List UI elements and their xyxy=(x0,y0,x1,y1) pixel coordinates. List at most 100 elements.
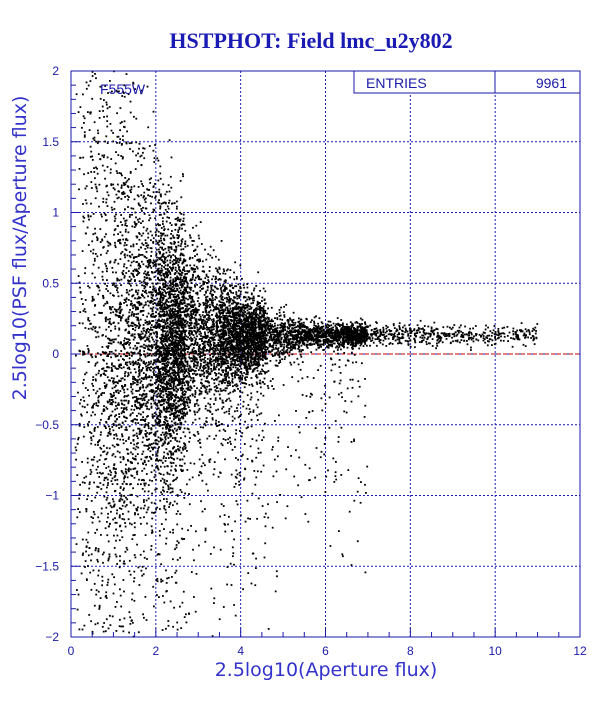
data-point xyxy=(215,366,218,368)
data-point xyxy=(150,431,153,434)
data-point xyxy=(129,616,132,619)
data-point xyxy=(110,184,113,187)
data-point xyxy=(205,483,208,486)
data-point xyxy=(116,314,119,317)
data-point xyxy=(247,296,250,298)
data-point xyxy=(238,484,241,486)
data-point xyxy=(226,322,228,324)
data-point xyxy=(168,353,170,355)
data-point xyxy=(176,330,179,333)
data-point xyxy=(290,363,293,366)
data-point xyxy=(110,350,113,353)
data-point xyxy=(125,504,128,506)
data-point xyxy=(197,361,199,364)
data-point xyxy=(156,430,159,433)
data-point xyxy=(116,172,119,174)
data-point xyxy=(153,374,155,376)
data-point xyxy=(211,256,214,259)
data-point xyxy=(208,351,211,353)
data-point xyxy=(276,501,278,503)
data-point xyxy=(152,447,155,449)
data-point xyxy=(87,348,90,350)
data-point xyxy=(164,338,167,341)
data-point xyxy=(182,260,185,263)
data-point xyxy=(106,400,109,403)
data-point xyxy=(84,199,87,202)
data-point xyxy=(189,462,192,465)
data-point xyxy=(115,391,118,393)
data-point xyxy=(466,343,469,346)
data-point xyxy=(207,253,210,256)
data-point xyxy=(157,467,159,470)
data-point xyxy=(86,457,89,460)
data-point xyxy=(82,350,84,353)
data-point xyxy=(227,362,229,364)
data-point xyxy=(111,284,114,286)
data-point xyxy=(132,207,135,210)
data-point xyxy=(176,270,178,273)
data-point xyxy=(279,350,282,353)
data-point xyxy=(103,622,105,624)
data-point xyxy=(157,376,159,378)
data-point xyxy=(266,316,269,319)
data-point xyxy=(244,304,247,306)
data-point xyxy=(346,387,349,390)
data-point xyxy=(494,335,496,338)
data-point xyxy=(201,340,203,342)
data-point xyxy=(123,302,125,304)
data-point xyxy=(133,443,136,446)
data-point xyxy=(140,194,143,197)
data-point xyxy=(213,359,215,362)
data-point xyxy=(480,335,482,338)
data-point xyxy=(174,308,176,311)
data-point xyxy=(350,564,353,566)
data-point xyxy=(157,235,160,237)
data-point xyxy=(290,345,292,347)
data-point xyxy=(186,314,189,317)
data-point xyxy=(214,275,217,278)
data-point xyxy=(114,217,117,220)
data-point xyxy=(305,327,308,330)
data-point xyxy=(90,150,93,153)
data-point xyxy=(136,473,139,476)
data-point xyxy=(392,333,395,336)
data-point xyxy=(229,299,232,302)
data-point xyxy=(233,336,236,339)
data-point xyxy=(257,295,260,297)
data-point xyxy=(136,346,139,349)
data-point xyxy=(160,202,163,205)
data-point xyxy=(159,394,161,396)
data-point xyxy=(341,396,343,399)
data-point xyxy=(233,301,235,304)
data-point xyxy=(253,357,256,360)
data-point xyxy=(92,376,95,378)
data-point xyxy=(229,308,232,310)
data-point xyxy=(165,338,168,340)
data-point xyxy=(117,322,120,325)
data-point xyxy=(124,224,127,227)
data-point xyxy=(493,325,496,327)
data-point xyxy=(124,428,127,431)
data-point xyxy=(195,320,198,322)
data-point xyxy=(163,278,165,281)
data-point xyxy=(220,355,222,358)
data-point xyxy=(204,356,206,359)
data-point xyxy=(128,467,130,470)
data-point xyxy=(354,332,356,335)
data-point xyxy=(152,585,155,588)
data-point xyxy=(153,332,156,335)
data-point xyxy=(358,385,361,388)
data-point xyxy=(221,292,224,295)
data-point xyxy=(202,328,204,330)
data-point xyxy=(230,584,233,586)
data-point xyxy=(192,381,194,384)
data-point xyxy=(246,371,249,374)
data-point xyxy=(125,300,127,303)
data-point xyxy=(103,304,105,307)
data-point xyxy=(179,180,182,182)
data-point xyxy=(161,217,164,219)
data-point xyxy=(160,410,163,412)
data-point xyxy=(103,479,106,482)
data-point xyxy=(110,506,113,509)
data-point xyxy=(225,345,227,348)
